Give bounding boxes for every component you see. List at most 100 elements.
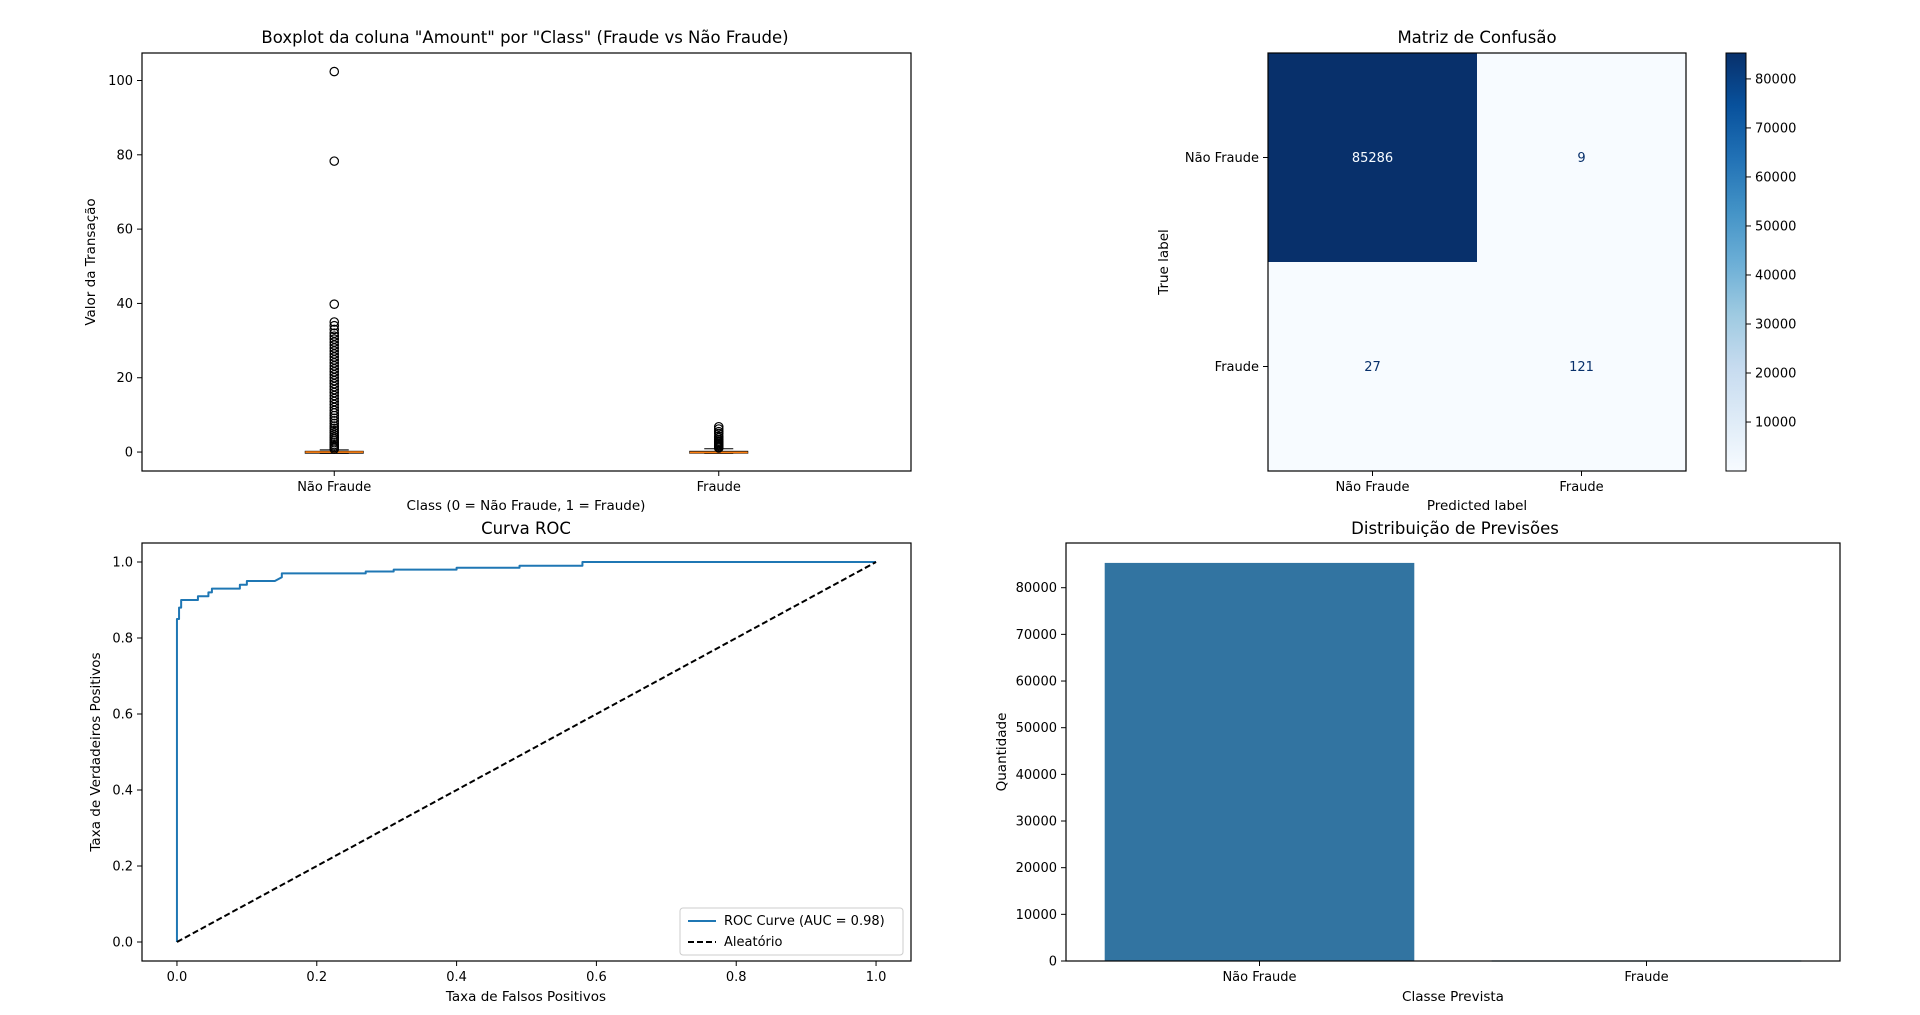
confusion-matrix-panel: Matriz de Confusão 85286 9 27 121 Não Fraud… — [1156, 28, 1796, 514]
bar-y-tick-label: 30000 — [1016, 815, 1057, 830]
confusion-matrix-title: Matriz de Confusão — [1397, 28, 1556, 47]
boxplot-x-tick-label: Fraude — [697, 480, 741, 495]
confusion-cell — [1268, 53, 1477, 262]
boxplot-x-label: Class (0 = Não Fraude, 1 = Fraude) — [407, 498, 646, 514]
boxplot-x-ticks: Não Fraude Fraude — [297, 471, 741, 495]
boxplot-y-tick-label: 0 — [125, 446, 133, 461]
boxplot-marks — [304, 66, 749, 454]
boxplot-y-tick-label: 60 — [116, 223, 133, 238]
roc-x-tick-label: 0.6 — [586, 970, 607, 985]
colorbar-tick-label: 30000 — [1755, 317, 1796, 332]
roc-y-tick-label: 1.0 — [112, 556, 133, 571]
colorbar-tick-label: 80000 — [1755, 72, 1796, 87]
outlier-point — [329, 317, 340, 327]
roc-ticks: 0.0 0.2 0.4 0.6 0.8 1.0 0.0 0.2 0.4 0.6 0.8 1.0 — [112, 556, 886, 986]
colorbar-gradient — [1725, 52, 1747, 472]
colorbar-tick-label: 20000 — [1755, 367, 1796, 382]
roc-x-label: Taxa de Falsos Positivos — [445, 989, 606, 1005]
colorbar: 10000 20000 30000 40000 50000 60000 70000 80000 — [1725, 52, 1796, 472]
bar-y-tick-label: 70000 — [1016, 628, 1057, 643]
confusion-matrix-ticks: Não Fraude Fraude Não Fraude Fraude — [1185, 151, 1604, 495]
roc-curve-line — [175, 561, 877, 942]
roc-panel: Curva ROC 0.0 0.2 0.4 0.6 0.8 1.0 0.0 0.2 0.4 0.6… — [88, 519, 912, 1005]
confusion-x-tick-label: Não Fraude — [1335, 480, 1409, 495]
bar-y-tick-label: 40000 — [1016, 768, 1057, 783]
outlier-point — [329, 66, 340, 77]
boxplot-y-label: Valor da Transação — [83, 198, 99, 325]
confusion-cell — [1477, 53, 1686, 262]
roc-y-tick-label: 0.2 — [112, 860, 133, 875]
colorbar-tick-label: 10000 — [1755, 416, 1796, 431]
confusion-matrix-frame — [1267, 52, 1687, 472]
bar — [1104, 562, 1415, 961]
roc-frame — [141, 542, 912, 962]
roc-legend: ROC Curve (AUC = 0.98) Aleatório — [679, 907, 904, 956]
boxplot-y-ticks: 0 20 40 60 80 100 — [108, 74, 142, 461]
bar-x-label: Classe Prevista — [1402, 989, 1504, 1005]
boxplot-y-tick-label: 80 — [116, 148, 133, 163]
confusion-cell — [1477, 262, 1686, 471]
roc-legend-box — [679, 907, 904, 956]
bar-marks — [1104, 562, 1802, 962]
roc-x-tick-label: 0.0 — [167, 970, 188, 985]
roc-legend-label-roc: ROC Curve (AUC = 0.98) — [724, 914, 885, 929]
bar-y-label: Quantidade — [994, 713, 1010, 792]
confusion-cell-value: 9 — [1577, 151, 1585, 166]
confusion-x-tick-label: Fraude — [1559, 480, 1603, 495]
bar-x-tick-label: Fraude — [1624, 970, 1668, 985]
confusion-matrix-y-label: True label — [1156, 229, 1172, 296]
boxplot-panel: Boxplot da coluna "Amount" por "Class" (… — [83, 28, 912, 514]
roc-x-tick-label: 1.0 — [866, 970, 887, 985]
boxplot-y-tick-label: 40 — [116, 297, 133, 312]
roc-y-tick-label: 0.8 — [112, 632, 133, 647]
outlier-point — [329, 156, 340, 166]
outlier-point — [329, 328, 340, 338]
bar-y-tick-label: 80000 — [1016, 581, 1057, 596]
bar-frame — [1065, 542, 1841, 962]
roc-y-label: Taxa de Verdadeiros Positivos — [88, 652, 104, 852]
confusion-cell — [1268, 262, 1477, 471]
bar-y-tick-label: 20000 — [1016, 861, 1057, 876]
confusion-y-tick-label: Não Fraude — [1185, 151, 1259, 166]
boxplot-frame — [141, 52, 912, 472]
roc-y-tick-label: 0.6 — [112, 708, 133, 723]
colorbar-ticks: 10000 20000 30000 40000 50000 60000 70000 80000 — [1746, 72, 1796, 431]
roc-title: Curva ROC — [481, 519, 571, 538]
confusion-cell-value: 121 — [1569, 360, 1594, 375]
bar-y-tick-label: 10000 — [1016, 908, 1057, 923]
bar-title: Distribuição de Previsões — [1351, 519, 1559, 538]
random-baseline-line — [176, 561, 877, 943]
confusion-cell-value: 85286 — [1352, 151, 1393, 166]
confusion-matrix-x-label: Predicted label — [1427, 498, 1527, 514]
roc-x-tick-label: 0.4 — [446, 970, 467, 985]
outlier-point — [713, 421, 724, 432]
outlier-point — [713, 431, 724, 441]
colorbar-tick-label: 50000 — [1755, 219, 1796, 234]
bar-y-tick-label: 50000 — [1016, 721, 1057, 736]
colorbar-tick-label: 60000 — [1755, 170, 1796, 185]
roc-lines — [175, 561, 877, 943]
roc-y-tick-label: 0.4 — [112, 784, 133, 799]
roc-y-tick-label: 0.0 — [112, 936, 133, 951]
boxplot-title: Boxplot da coluna "Amount" por "Class" (… — [261, 28, 788, 47]
boxplot-y-tick-label: 20 — [116, 371, 133, 386]
roc-x-tick-label: 0.2 — [306, 970, 327, 985]
bar-x-tick-label: Não Fraude — [1222, 970, 1296, 985]
boxplot-y-tick-label: 100 — [108, 74, 133, 89]
bar-y-tick-label: 60000 — [1016, 675, 1057, 690]
bar-ticks: 0 10000 20000 30000 40000 50000 60000 70000 8000… — [1016, 581, 1669, 985]
confusion-y-tick-label: Fraude — [1215, 360, 1259, 375]
bar-y-tick-label: 0 — [1049, 955, 1057, 970]
colorbar-tick-label: 70000 — [1755, 121, 1796, 136]
outlier-point — [329, 299, 340, 309]
confusion-cell-value: 27 — [1364, 360, 1381, 375]
confusion-matrix-cells: 85286 9 27 121 — [1268, 53, 1686, 471]
roc-x-tick-label: 0.8 — [726, 970, 747, 985]
outlier-point — [329, 320, 340, 331]
outlier-point — [713, 426, 724, 437]
boxplot-x-tick-label: Não Fraude — [297, 480, 371, 495]
outlier-point — [329, 331, 340, 341]
outlier-point — [329, 334, 340, 344]
outlier-point — [329, 324, 340, 335]
